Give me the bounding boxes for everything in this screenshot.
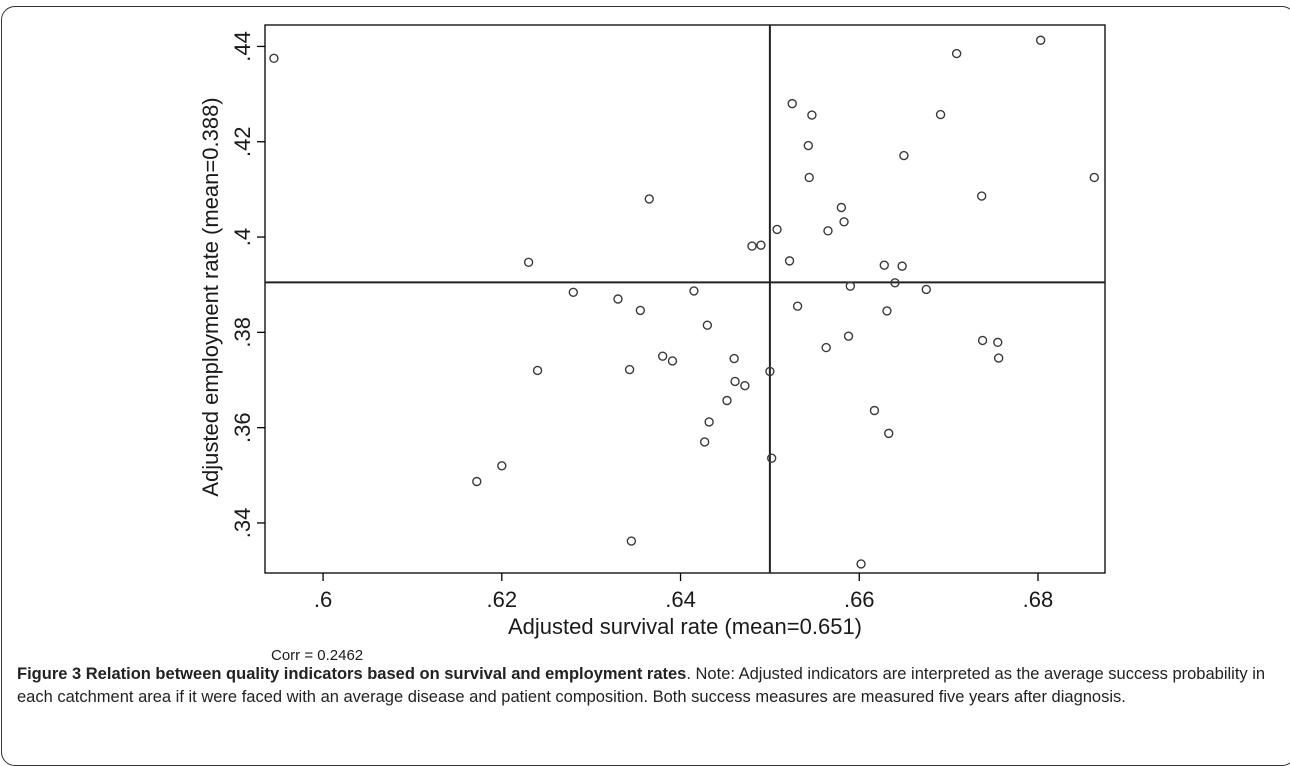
- data-point: [803, 140, 814, 151]
- data-point: [845, 281, 856, 291]
- y-axis-label: Adjusted employment rate (mean=0.388): [198, 97, 223, 496]
- data-point: [823, 226, 833, 236]
- data-point: [699, 437, 710, 447]
- data-point: [613, 294, 623, 304]
- data-point: [772, 224, 782, 235]
- data-point: [523, 257, 534, 268]
- x-axis: .6 .62 .64 .66 .68: [314, 573, 1053, 612]
- x-tick-label: .68: [1023, 587, 1054, 612]
- x-tick-label: .64: [665, 587, 696, 612]
- x-tick-label: .66: [844, 587, 875, 612]
- data-point: [784, 256, 795, 266]
- data-point: [821, 342, 831, 353]
- data-point: [657, 351, 668, 361]
- data-point: [890, 278, 900, 288]
- y-axis: .34 .36 .38 .4 .42 .44: [230, 31, 265, 538]
- data-point: [836, 202, 847, 213]
- data-point: [882, 306, 892, 316]
- y-tick-label: .4: [230, 228, 255, 246]
- data-point: [792, 301, 803, 311]
- y-tick-label: .44: [230, 31, 255, 62]
- data-point: [740, 381, 750, 391]
- y-tick-label: .42: [230, 126, 255, 157]
- data-point: [722, 395, 732, 406]
- x-tick-label: .6: [314, 587, 332, 612]
- data-point: [624, 364, 635, 375]
- data-point: [626, 536, 637, 546]
- data-point: [921, 284, 931, 295]
- caption-body: . Note: Adjusted indicators are interpre…: [17, 665, 1266, 706]
- caption-title: Figure 3 Relation between quality indica…: [17, 665, 687, 683]
- figure-caption: Figure 3 Relation between quality indica…: [17, 663, 1272, 709]
- data-point: [689, 286, 699, 296]
- data-point: [1089, 172, 1099, 183]
- data-point: [856, 559, 866, 569]
- data-points: [269, 35, 1099, 569]
- data-point: [804, 172, 814, 183]
- data-point: [807, 110, 817, 120]
- data-point: [869, 405, 880, 416]
- y-tick-label: .36: [230, 412, 255, 443]
- correlation-label: Corr = 0.2462: [271, 647, 363, 660]
- y-tick-label: .34: [230, 508, 255, 539]
- data-point: [635, 305, 646, 316]
- data-point: [976, 191, 987, 201]
- data-point: [884, 428, 894, 439]
- data-point: [766, 453, 777, 463]
- data-point: [977, 335, 988, 346]
- scatter-chart: .6 .62 .64 .66 .68 .34 .36 .38 .4 .42 .44 Adjuste…: [198, 24, 1106, 660]
- data-point: [839, 217, 849, 227]
- data-point: [568, 287, 578, 298]
- data-point: [756, 240, 766, 250]
- x-axis-label: Adjusted survival rate (mean=0.651): [508, 614, 862, 639]
- x-tick-label: .62: [487, 587, 518, 612]
- data-point: [993, 353, 1004, 363]
- plot-area: [264, 24, 1106, 574]
- data-point: [497, 461, 507, 471]
- data-point: [765, 366, 775, 377]
- data-point: [704, 417, 714, 427]
- y-tick-label: .38: [230, 317, 255, 348]
- data-point: [730, 376, 740, 387]
- data-point: [747, 241, 757, 251]
- data-point: [667, 356, 678, 366]
- data-point: [644, 194, 654, 204]
- data-point: [879, 260, 889, 270]
- data-point: [787, 98, 797, 109]
- data-point: [1035, 35, 1046, 45]
- data-point: [951, 48, 962, 59]
- data-point: [729, 353, 739, 364]
- data-point: [993, 337, 1003, 348]
- data-point: [702, 320, 713, 330]
- data-point: [897, 261, 907, 271]
- data-point: [843, 331, 854, 341]
- data-point: [532, 365, 543, 376]
- data-point: [269, 53, 279, 64]
- data-point: [472, 476, 482, 487]
- data-point: [935, 109, 946, 120]
- data-point: [899, 150, 909, 161]
